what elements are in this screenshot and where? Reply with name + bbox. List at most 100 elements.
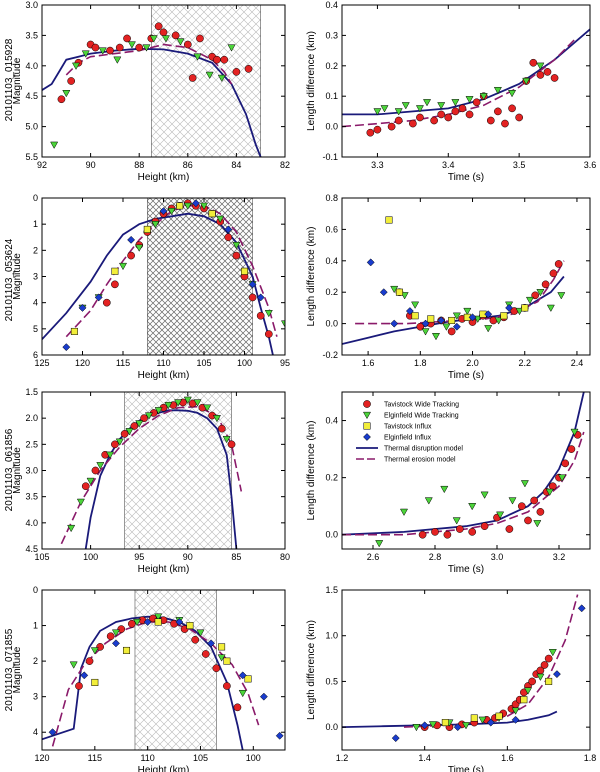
data-point (453, 723, 462, 732)
x-axis-label: Time (s) (448, 765, 484, 772)
data-point (222, 435, 231, 444)
data-point (212, 664, 221, 673)
data-point (380, 105, 389, 113)
data-point (91, 678, 99, 686)
data-point (224, 225, 233, 234)
data-point (447, 327, 456, 336)
data-point (461, 722, 471, 730)
data-point (548, 482, 557, 491)
data-point (96, 462, 105, 470)
y-tick-label: 3.5 (25, 492, 38, 502)
data-point (442, 323, 451, 331)
data-point (111, 629, 120, 637)
legend-label: Elginfield Wide Tracking (384, 413, 459, 420)
data-point (540, 661, 549, 669)
y-tick-label: 1.5 (325, 585, 338, 595)
data-point (57, 95, 66, 104)
x-tick-label: 86 (183, 160, 193, 170)
data-point (452, 517, 461, 525)
data-point (102, 298, 111, 307)
legend-marker (363, 433, 371, 441)
data-point (441, 719, 449, 727)
data-point (451, 99, 460, 107)
x-tick-label: 3.6 (584, 160, 597, 170)
data-point (465, 96, 474, 104)
x-tick-label: 1.2 (336, 753, 349, 763)
y-tick-label: 0.0 (325, 722, 338, 732)
data-point (48, 728, 57, 737)
data-point (127, 619, 136, 628)
y-tick-label: 0.0 (325, 319, 338, 329)
data-point (373, 125, 382, 134)
data-point (415, 105, 424, 113)
data-point (76, 498, 85, 507)
data-point (207, 639, 215, 648)
data-point (127, 251, 135, 260)
data-point (143, 225, 151, 233)
data-point (135, 420, 144, 428)
data-point (244, 64, 253, 73)
y-tick-label: -0.1 (322, 152, 338, 162)
y-tick-label: 0.0 (325, 530, 338, 540)
row-label-1: 20101103_015928 (4, 38, 15, 121)
data-point (244, 675, 252, 683)
data-point (140, 414, 148, 423)
data-point (423, 99, 432, 107)
data-point (86, 477, 95, 486)
data-point (123, 646, 131, 654)
y-tick-label: 0.1 (325, 91, 338, 101)
data-point (217, 424, 226, 433)
data-point (159, 28, 168, 37)
data-point (81, 50, 90, 58)
data-point (379, 288, 388, 297)
x-tick-label: 95 (280, 358, 290, 368)
y-tick-label: 0.5 (325, 676, 338, 686)
y-axis-label: Length difference (km) (306, 421, 317, 521)
data-point (470, 714, 478, 722)
legend-marker (363, 400, 371, 408)
thermal-erosion-line (342, 431, 585, 536)
data-point (135, 244, 144, 252)
data-point (495, 712, 503, 720)
data-point (142, 44, 151, 52)
data-point (164, 401, 173, 410)
x-axis-label: Height (km) (138, 370, 190, 381)
data-point (525, 296, 534, 305)
data-point (567, 445, 576, 453)
data-point (67, 524, 76, 533)
data-point (554, 260, 563, 268)
data-point (552, 670, 561, 679)
data-point (517, 502, 526, 511)
length-panel-4: 1.2 1.4 1.6 1.8 0.0 0.5 1.0 1.5 Time (s) Length d… (306, 585, 596, 772)
data-point (154, 22, 163, 31)
length-panel-3: Tavistock Wide Tracking Elginfield Wide T… (306, 391, 591, 575)
thermal-disruption-line (42, 212, 274, 355)
data-point (188, 74, 197, 82)
y-tick-label: 2 (33, 656, 38, 666)
data-point (428, 721, 437, 729)
data-point (115, 43, 124, 52)
data-point (91, 43, 100, 52)
y-tick-label: 0.4 (325, 256, 338, 266)
data-point (218, 643, 226, 651)
y-tick-label: 0.6 (325, 224, 338, 234)
y-tick-label: 5.5 (25, 152, 38, 162)
data-point (216, 215, 225, 224)
data-point (484, 325, 493, 333)
data-point (484, 310, 493, 319)
data-point (106, 451, 115, 459)
data-point (458, 104, 467, 113)
data-point (524, 516, 532, 525)
data-point (577, 604, 586, 613)
data-point (511, 715, 520, 724)
data-point (232, 241, 241, 250)
y-axis-label: Length difference (km) (306, 31, 317, 131)
x-tick-label: 2.6 (367, 552, 380, 562)
x-tick-label: 125 (34, 358, 49, 368)
x-tick-label: 80 (280, 552, 290, 562)
data-point (501, 119, 509, 128)
data-point (241, 267, 248, 275)
data-point (176, 202, 184, 210)
data-point (227, 44, 236, 52)
